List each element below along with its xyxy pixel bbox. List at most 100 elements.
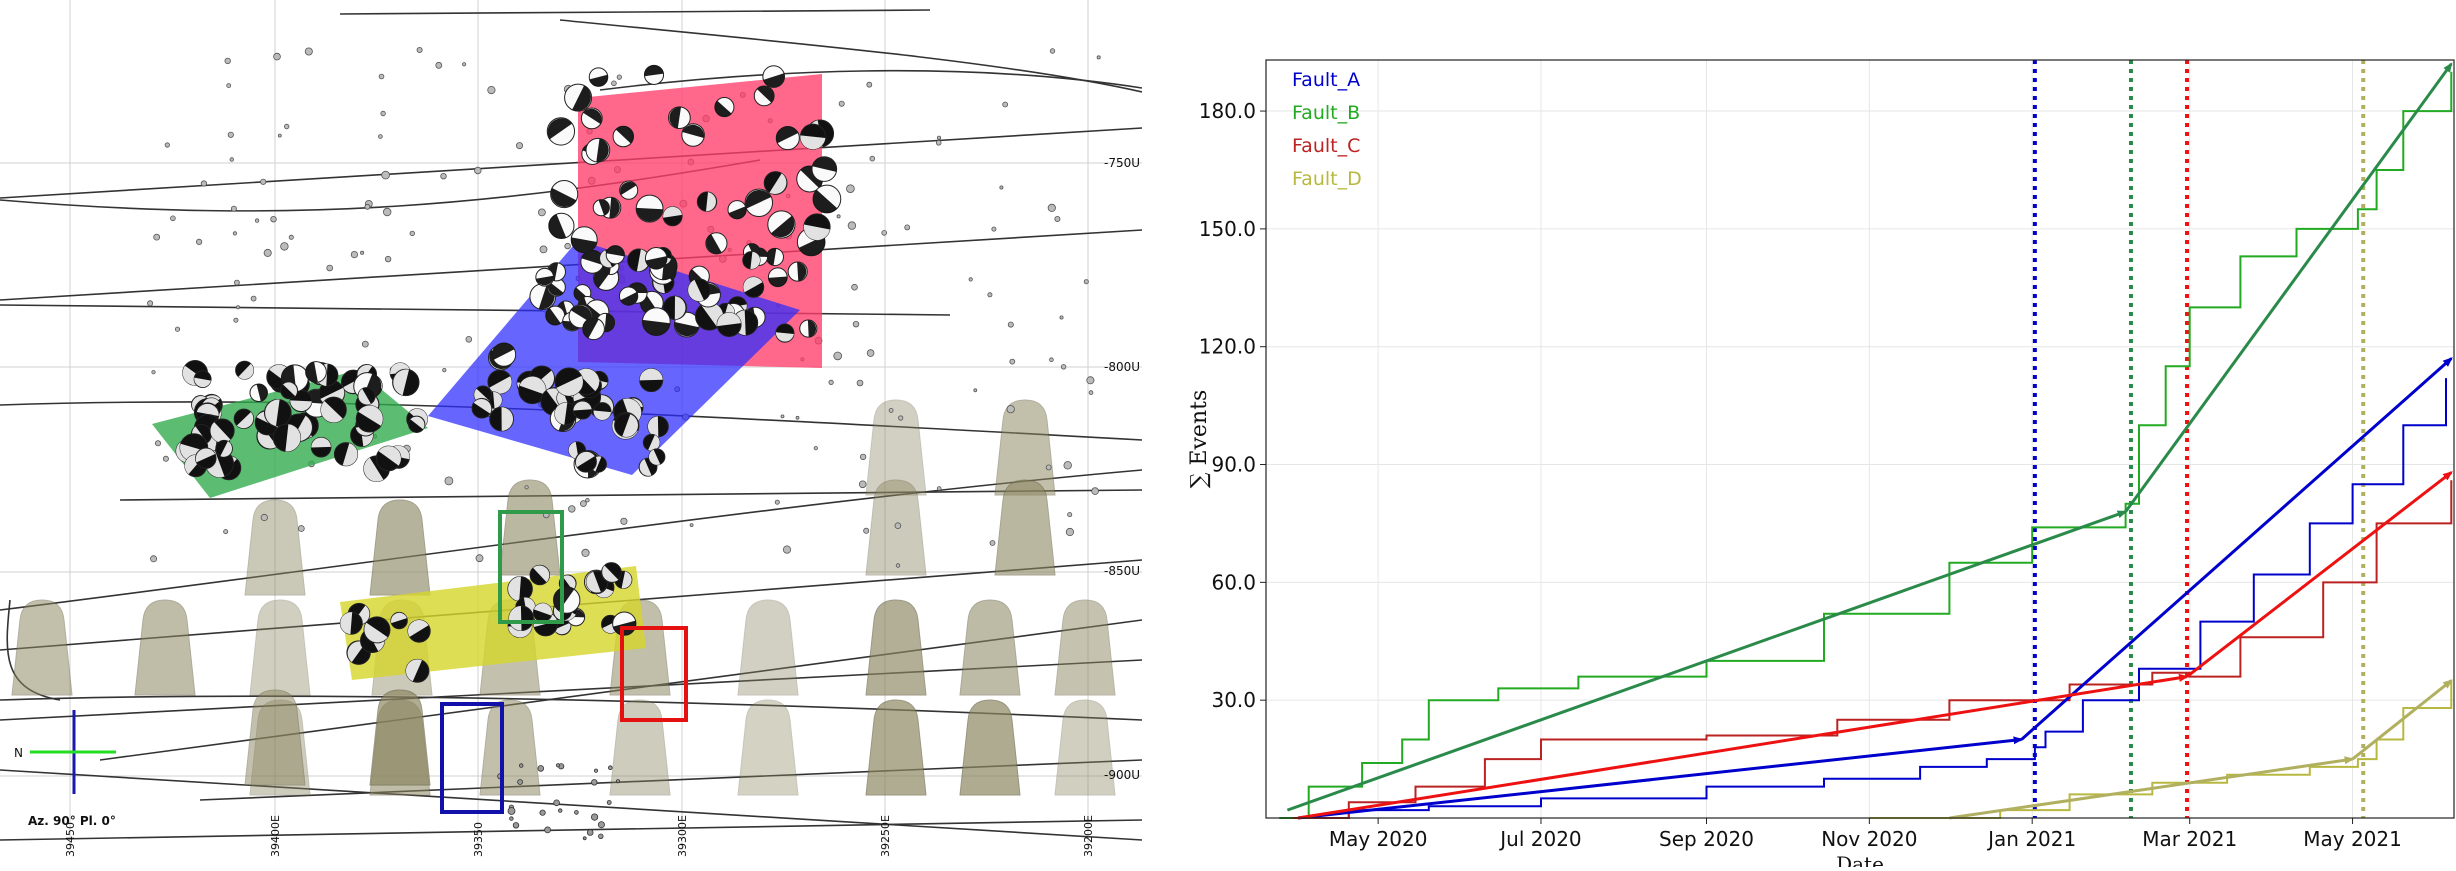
- seismic-event-dot: [1083, 279, 1089, 285]
- seismic-event-dot: [1047, 203, 1056, 212]
- grid-lines: [0, 0, 1142, 850]
- seismic-event-dot: [813, 446, 818, 451]
- y-tick-label: 150.0: [1199, 217, 1256, 241]
- seismic-event-dot: [304, 47, 313, 56]
- seismic-event-dot: [564, 242, 571, 250]
- trend-arrow-fault_d: [2351, 679, 2453, 761]
- focal-mechanism-ball: [580, 249, 605, 274]
- seismic-event-dot: [1063, 461, 1072, 470]
- focal-mechanism-ball: [799, 123, 826, 150]
- seismic-event-dot: [147, 300, 154, 307]
- seismic-event-dot: [539, 809, 546, 816]
- focal-mechanism-ball: [407, 619, 431, 643]
- focal-mechanism-ball: [681, 123, 705, 147]
- seismic-event-dot: [250, 295, 257, 302]
- seismic-event-dot: [254, 218, 260, 223]
- focal-mechanism-ball: [812, 184, 842, 214]
- focal-mechanism-ball: [694, 301, 724, 331]
- seismic-event-dot: [585, 498, 590, 503]
- seismic-event-dot: [200, 180, 207, 187]
- stope-block: [865, 599, 927, 696]
- trend-arrow-fault_b: [2124, 62, 2453, 513]
- y-tick-labels: 30.0 60.0 90.0 120.0 150.0 180.0: [1199, 99, 1266, 712]
- seismic-event-dot: [869, 155, 876, 162]
- seismic-event-dot: [273, 52, 281, 61]
- seismic-event-dot: [606, 800, 612, 805]
- seismic-event-dot: [170, 215, 176, 222]
- stope-block: [865, 399, 927, 496]
- seismic-event-dot: [611, 80, 617, 87]
- seismic-event-dot: [364, 203, 371, 210]
- seismic-event-dot: [894, 522, 902, 529]
- seismic-event-dot: [863, 527, 870, 534]
- stope-block: [369, 499, 431, 596]
- focal-mechanism-ball: [375, 445, 402, 472]
- focal-mechanism-ball: [593, 402, 612, 421]
- mine-3d-view[interactable]: -750U -800U -850U -900U 39450 39400E 393…: [0, 0, 1142, 867]
- seismic-event-dot: [586, 829, 594, 836]
- mine-3d-canvas[interactable]: -750U -800U -850U -900U 39450 39400E 393…: [0, 0, 1142, 867]
- seismic-event-dot: [517, 779, 523, 785]
- seismic-event-dot: [568, 505, 576, 513]
- focal-mechanism-ball: [310, 436, 332, 458]
- seismic-event-dot: [590, 813, 599, 821]
- focal-mechanism-ball: [605, 245, 625, 265]
- seismic-event-dot: [616, 74, 622, 80]
- seismic-event-dot: [1065, 527, 1075, 537]
- seismic-event-dot: [440, 172, 447, 180]
- seismic-event-dot: [607, 765, 613, 770]
- x-axis-label: Date: [1836, 852, 1884, 867]
- seismic-event-dot: [847, 221, 857, 230]
- focal-mechanism-ball: [648, 448, 666, 466]
- seismic-event-dot: [465, 335, 473, 343]
- seismic-event-dot: [384, 255, 392, 263]
- x-tick-label: May 2021: [2303, 827, 2402, 851]
- focal-mechanism-ball: [762, 65, 786, 88]
- seismic-event-dot: [326, 264, 334, 272]
- seismic-event-dot: [260, 178, 267, 185]
- fault-c-highlight-box[interactable]: [620, 626, 688, 722]
- chart-svg: 30.0 60.0 90.0 120.0 150.0 180.0 May 2020 Jul …: [1187, 59, 2455, 871]
- focal-mechanism-ball: [618, 286, 639, 306]
- focal-mechanism-ball: [619, 180, 639, 200]
- seismic-event-dot: [230, 205, 237, 212]
- stope-block: [959, 699, 1021, 796]
- fault-b-highlight-box[interactable]: [498, 510, 564, 624]
- plot-frame: [1265, 59, 2455, 819]
- stope-block: [737, 699, 799, 796]
- focal-mechanism-ball: [765, 247, 784, 267]
- focal-mechanism-ball: [363, 616, 391, 644]
- seismic-event-dot: [991, 226, 997, 232]
- depth-labels: -750U -800U -850U -900U: [1104, 156, 1140, 782]
- seismic-event-dot: [361, 340, 369, 348]
- seismic-event-dot: [1045, 464, 1052, 471]
- compass-icon: N: [14, 710, 116, 794]
- focal-mechanism-ball: [580, 107, 603, 130]
- seismic-event-dot: [487, 86, 496, 95]
- seismic-event-dot: [150, 555, 158, 563]
- x-tick-labels: May 2020 Jul 2020 Sep 2020 Nov 2020 Jan 2021…: [1329, 818, 2402, 851]
- y-tick-label: 120.0: [1199, 335, 1256, 359]
- series-line-fault_c: [1292, 480, 2453, 819]
- focal-mechanism-ball: [507, 576, 533, 602]
- focal-mechanism-ball: [803, 213, 831, 241]
- seismic-event-dot: [1006, 405, 1015, 414]
- seismic-event-dot: [153, 233, 161, 241]
- seismic-event-dot: [558, 808, 563, 813]
- series-lines: [1279, 71, 2453, 819]
- seismic-event-dot: [866, 81, 873, 88]
- focal-mechanism-ball: [535, 267, 555, 287]
- focal-mechanism-ball: [612, 611, 637, 636]
- seismic-event-dot: [154, 440, 161, 447]
- seismic-event-dot: [1002, 101, 1009, 108]
- seismic-event-dot: [598, 833, 604, 839]
- focal-mechanism-ball: [799, 319, 818, 338]
- fault-a-highlight-box[interactable]: [440, 702, 504, 814]
- cumulative-events-chart: 30.0 60.0 90.0 120.0 150.0 180.0 May 2020 Jul …: [1142, 0, 2456, 871]
- stope-block: [369, 689, 431, 786]
- legend-item-fault_a: Fault_A: [1292, 69, 1360, 91]
- seismic-event-dot: [838, 100, 845, 107]
- focal-mechanism-ball: [392, 368, 420, 397]
- seismic-event-dot: [1067, 512, 1073, 518]
- focal-mechanism-ball: [643, 64, 665, 85]
